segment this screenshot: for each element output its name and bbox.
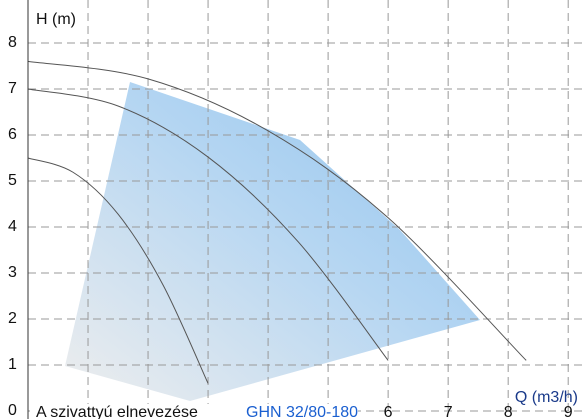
x-tick-label: 9 [564,404,573,419]
x-tick-label: 7 [444,404,453,419]
y-tick-label: 3 [8,264,17,281]
operating-region [65,82,480,401]
y-tick-label: 4 [8,218,17,235]
y-tick-label: 5 [8,172,17,189]
y-tick-label: 0 [8,402,17,419]
pump-name: GHN 32/80-180 [246,404,358,419]
x-axis-label: Q (m3/h) [515,389,578,406]
y-tick-label: 7 [8,80,17,97]
pump-curve [27,60,527,361]
x-tick-label: 8 [504,404,513,419]
pump-curve [27,88,389,361]
caption: A szivattyú elnevezése [36,404,198,419]
caption-bg [30,404,358,419]
x-tick-label: 6 [384,404,393,419]
y-axis-label: H (m) [36,11,76,28]
curves [27,60,527,384]
y-tick-label: 2 [8,310,17,327]
pump-curve [27,157,209,384]
grid [28,0,582,412]
y-tick-label: 1 [8,356,17,373]
y-tick-label: 8 [8,34,17,51]
y-tick-label: 6 [8,126,17,143]
